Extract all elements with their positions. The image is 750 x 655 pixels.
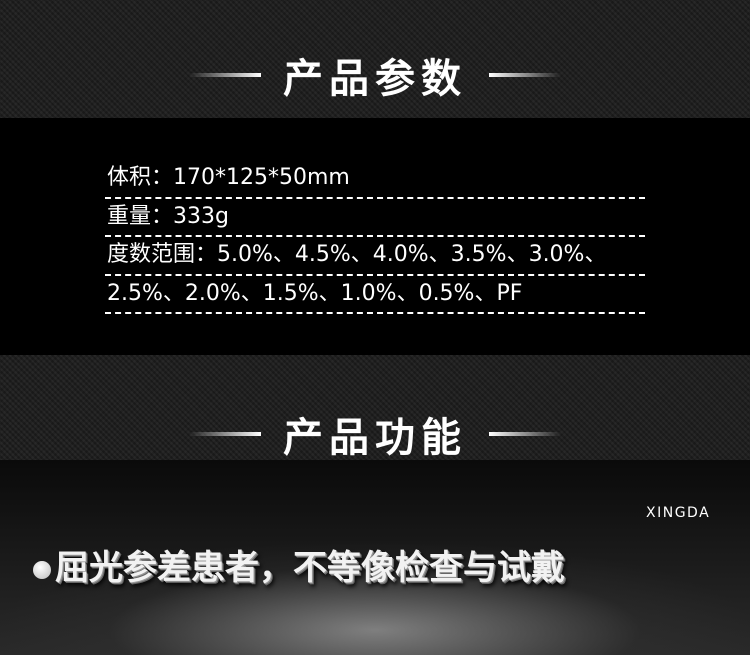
functions-title-text: 产品功能 bbox=[283, 415, 467, 461]
functions-title: 产品功能 bbox=[0, 405, 750, 463]
params-title-text: 产品参数 bbox=[283, 56, 467, 102]
brand-label: XINGDA bbox=[646, 505, 711, 521]
functions-header-section bbox=[0, 355, 750, 460]
params-title: 产品参数 bbox=[0, 46, 750, 104]
feature-item: 屈光参差患者，不等像检查与试戴 bbox=[33, 540, 565, 589]
functions-section bbox=[0, 460, 750, 655]
params-list: 体积：170*125*50mm 重量：333g 度数范围：5.0%、4.5%、4… bbox=[105, 160, 645, 314]
bullet-icon bbox=[33, 560, 51, 579]
feature-text: 屈光参差患者，不等像检查与试戴 bbox=[55, 548, 565, 588]
title-line-right bbox=[489, 73, 561, 77]
title-line-right bbox=[489, 432, 561, 436]
param-row: 2.5%、2.0%、1.5%、1.0%、0.5%、PF bbox=[105, 276, 645, 314]
title-line-left bbox=[189, 73, 261, 77]
param-row: 度数范围：5.0%、4.5%、4.0%、3.5%、3.0%、 bbox=[105, 237, 645, 276]
title-line-left bbox=[189, 432, 261, 436]
param-row: 重量：333g bbox=[105, 199, 645, 237]
param-row: 体积：170*125*50mm bbox=[105, 160, 645, 199]
params-header-section bbox=[0, 0, 750, 118]
